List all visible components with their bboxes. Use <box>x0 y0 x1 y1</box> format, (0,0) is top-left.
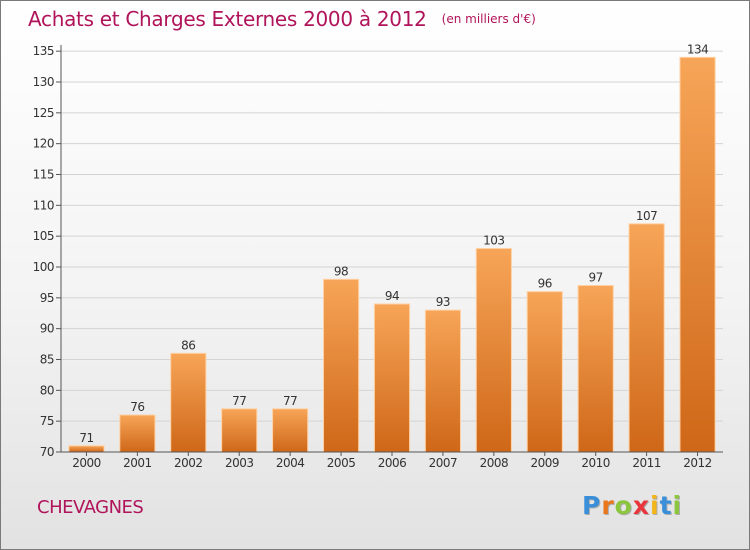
bar-2009 <box>526 291 563 453</box>
logo-letter: x <box>632 491 650 520</box>
x-tick-label-2002: 2002 <box>174 456 203 470</box>
bar-2012 <box>679 56 716 453</box>
data-label-2012: 134 <box>687 42 708 56</box>
y-tick-label: 70 <box>40 445 54 459</box>
data-label-2011: 107 <box>636 209 657 223</box>
data-label-2009: 96 <box>538 277 552 291</box>
data-label-2005: 98 <box>334 264 348 278</box>
x-tick-label-2007: 2007 <box>429 456 458 470</box>
bar-2005 <box>323 278 360 453</box>
y-tick-label: 95 <box>40 291 54 305</box>
x-tick-label-2011: 2011 <box>632 456 661 470</box>
commune-name: CHEVAGNES <box>37 497 144 518</box>
x-tick-label-2001: 2001 <box>123 456 152 470</box>
bar-2002 <box>170 352 207 453</box>
logo-letter: r <box>601 491 615 520</box>
data-label-2006: 94 <box>385 289 399 303</box>
y-tick-label: 110 <box>33 198 54 212</box>
y-tick-label: 90 <box>40 322 54 336</box>
bar-2007 <box>424 309 461 453</box>
y-tick-label: 130 <box>33 75 54 89</box>
chart-title-block: Achats et Charges Externes 2000 à 2012 (… <box>28 7 536 31</box>
y-tick-label: 125 <box>33 106 54 120</box>
chart-title: Achats et Charges Externes 2000 à 2012 <box>28 7 427 31</box>
x-tick-label-2000: 2000 <box>72 456 101 470</box>
x-tick-label-2010: 2010 <box>581 456 610 470</box>
logo-letter: i <box>672 491 683 520</box>
x-tick-label-2009: 2009 <box>530 456 559 470</box>
data-label-2007: 93 <box>436 295 450 309</box>
data-label-2000: 71 <box>79 431 93 445</box>
logo-letter: o <box>614 491 633 520</box>
bar-2011 <box>628 223 665 453</box>
axes: 70 75 80 85 90 95 100 105 110 115 120 125 130 135 2000… <box>33 44 723 470</box>
bar-2004 <box>272 408 309 453</box>
y-tick-label: 80 <box>40 383 54 397</box>
bar-2006 <box>373 303 411 453</box>
data-label-2002: 86 <box>181 338 195 352</box>
x-tick-label-2004: 2004 <box>276 456 305 470</box>
y-tick-label: 75 <box>40 414 54 428</box>
x-tick-label-2008: 2008 <box>480 456 509 470</box>
bar-2003 <box>221 408 258 453</box>
logo-letter: i <box>650 491 660 520</box>
y-tick-label: 135 <box>33 44 54 58</box>
x-tick-label-2003: 2003 <box>225 456 254 470</box>
bar-2001 <box>119 414 156 453</box>
data-label-2001: 76 <box>130 400 144 414</box>
data-label-2010: 97 <box>589 271 603 285</box>
logo-letter: t <box>659 491 673 520</box>
x-tick-label-2012: 2012 <box>683 456 712 470</box>
y-tick-label: 85 <box>40 353 54 367</box>
x-tick-label-2006: 2006 <box>378 456 407 470</box>
bar-2008 <box>475 248 512 453</box>
y-tick-label: 100 <box>33 260 54 274</box>
y-tick-label: 120 <box>33 137 54 151</box>
y-tick-label: 105 <box>33 229 54 243</box>
chart-unit-subtitle: (en milliers d'€) <box>441 12 536 26</box>
bar-2000 <box>68 445 105 453</box>
y-tick-label: 115 <box>33 168 54 182</box>
logo-letter: P <box>582 491 602 520</box>
data-label-2004: 77 <box>283 394 297 408</box>
data-label-2003: 77 <box>232 394 246 408</box>
data-label-2008: 103 <box>483 234 504 248</box>
bar-2010 <box>577 285 614 453</box>
x-tick-label-2005: 2005 <box>327 456 356 470</box>
bars: 71 76 86 77 77 98 94 93 103 96 97 107 134 <box>68 42 716 453</box>
